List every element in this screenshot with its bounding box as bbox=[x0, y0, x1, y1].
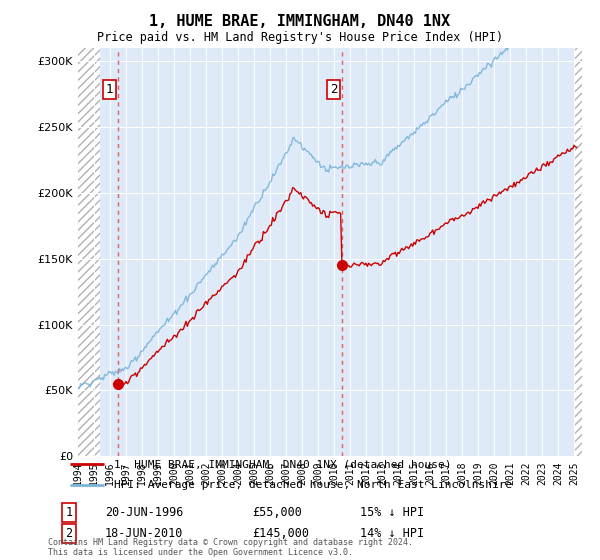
Text: 14% ↓ HPI: 14% ↓ HPI bbox=[360, 526, 424, 540]
Text: 1, HUME BRAE, IMMINGHAM, DN40 1NX (detached house): 1, HUME BRAE, IMMINGHAM, DN40 1NX (detac… bbox=[114, 459, 452, 469]
Text: 1, HUME BRAE, IMMINGHAM, DN40 1NX: 1, HUME BRAE, IMMINGHAM, DN40 1NX bbox=[149, 14, 451, 29]
Text: 1: 1 bbox=[106, 83, 113, 96]
Bar bbox=[78, 48, 100, 456]
Text: £145,000: £145,000 bbox=[252, 526, 309, 540]
Text: 2: 2 bbox=[330, 83, 337, 96]
Text: HPI: Average price, detached house, North East Lincolnshire: HPI: Average price, detached house, Nort… bbox=[114, 480, 512, 490]
Text: Price paid vs. HM Land Registry's House Price Index (HPI): Price paid vs. HM Land Registry's House … bbox=[97, 31, 503, 44]
Text: Contains HM Land Registry data © Crown copyright and database right 2024.
This d: Contains HM Land Registry data © Crown c… bbox=[48, 538, 413, 557]
Text: 1: 1 bbox=[65, 506, 73, 519]
Bar bbox=[574, 48, 582, 456]
Text: 15% ↓ HPI: 15% ↓ HPI bbox=[360, 506, 424, 519]
Text: 20-JUN-1996: 20-JUN-1996 bbox=[105, 506, 184, 519]
Text: 2: 2 bbox=[65, 526, 73, 540]
Text: £55,000: £55,000 bbox=[252, 506, 302, 519]
Text: 18-JUN-2010: 18-JUN-2010 bbox=[105, 526, 184, 540]
